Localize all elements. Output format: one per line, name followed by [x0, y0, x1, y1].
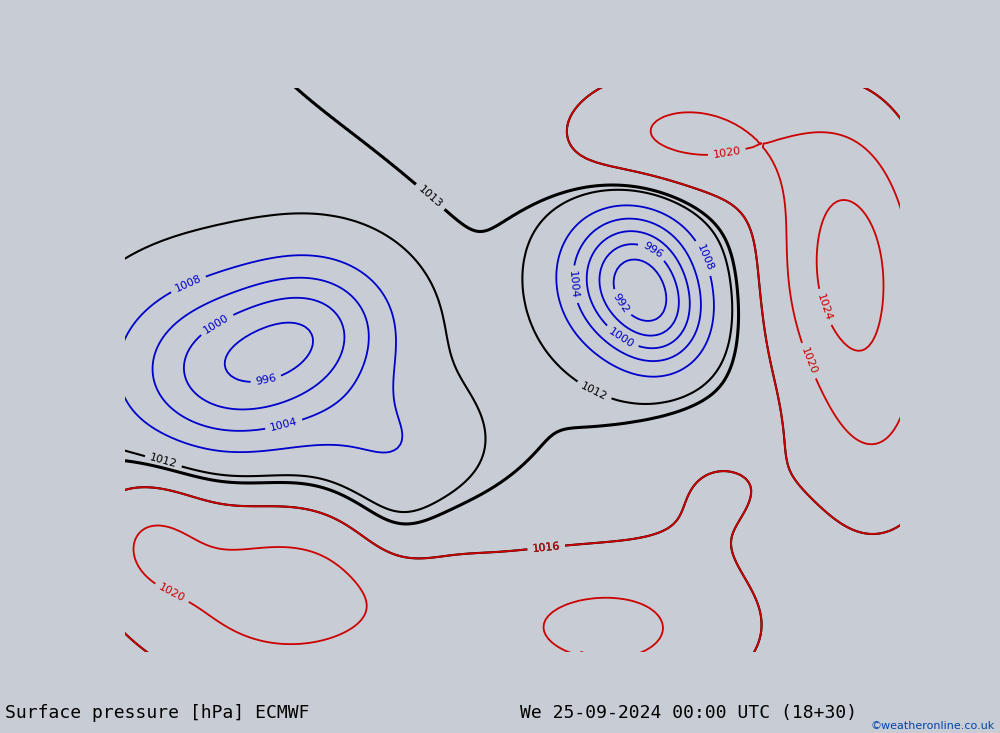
Text: 996: 996: [641, 240, 664, 260]
Text: 1013: 1013: [416, 184, 444, 210]
Text: 1000: 1000: [202, 312, 231, 336]
Text: 1020: 1020: [799, 346, 818, 376]
Text: 1004: 1004: [567, 270, 580, 299]
Text: We 25-09-2024 00:00 UTC (18+30): We 25-09-2024 00:00 UTC (18+30): [520, 704, 857, 722]
Text: 1016: 1016: [939, 247, 953, 276]
Text: Surface pressure [hPa] ECMWF: Surface pressure [hPa] ECMWF: [5, 704, 310, 722]
Text: 992: 992: [610, 292, 631, 315]
Text: 996: 996: [255, 373, 278, 388]
Text: 1016: 1016: [532, 541, 561, 554]
Text: 1004: 1004: [269, 417, 299, 433]
Text: 1012: 1012: [148, 453, 178, 470]
Text: 1016: 1016: [939, 247, 953, 276]
Text: 1024: 1024: [815, 292, 833, 323]
Text: 1012: 1012: [579, 380, 609, 402]
Text: 1000: 1000: [607, 326, 636, 350]
Text: 1008: 1008: [173, 273, 203, 294]
Text: 1020: 1020: [712, 146, 742, 160]
Text: 1016: 1016: [532, 541, 561, 554]
Text: ©weatheronline.co.uk: ©weatheronline.co.uk: [871, 721, 995, 732]
Text: 1008: 1008: [695, 243, 715, 273]
Text: 1020: 1020: [578, 652, 607, 665]
Text: 1020: 1020: [157, 582, 187, 604]
